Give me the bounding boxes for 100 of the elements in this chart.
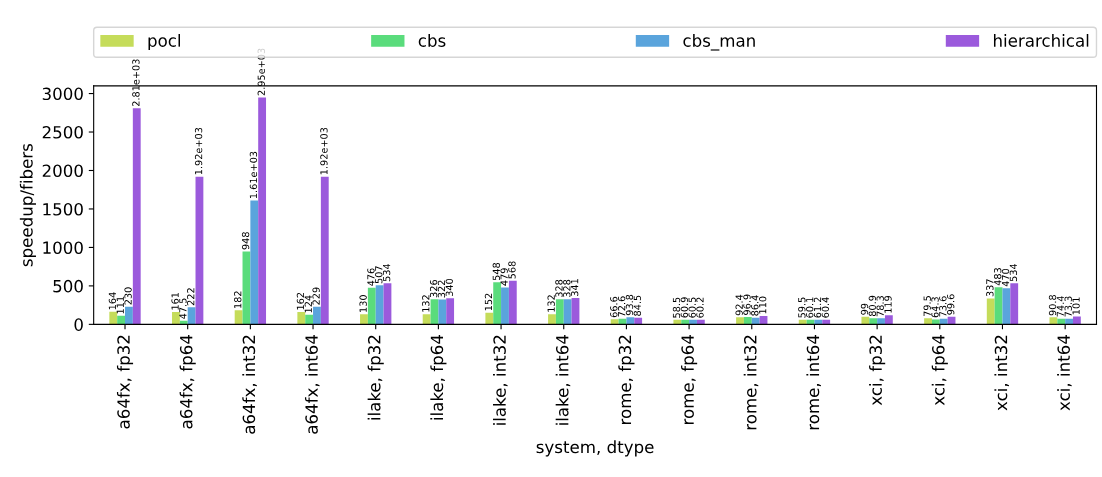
data-label: 61.2 bbox=[813, 297, 822, 318]
bar bbox=[931, 319, 940, 325]
data-label: 93.8 bbox=[625, 294, 634, 316]
bar bbox=[360, 314, 368, 325]
data-label: 326 bbox=[429, 279, 438, 298]
bar bbox=[297, 311, 306, 325]
x-tick-label: a64fx, fp64 bbox=[179, 335, 196, 429]
y-tick-label: 1500 bbox=[43, 202, 83, 216]
data-label: 548 bbox=[492, 262, 500, 281]
data-label: 90.8 bbox=[1048, 295, 1057, 316]
bar bbox=[313, 306, 321, 325]
x-tick-label: ilake, fp64 bbox=[430, 335, 447, 420]
bar bbox=[555, 299, 564, 325]
bar bbox=[563, 299, 572, 325]
data-label: 229 bbox=[312, 287, 320, 305]
data-label: 58.5 bbox=[672, 297, 681, 318]
data-label: 78.3 bbox=[876, 296, 884, 317]
legend-label: pocl bbox=[148, 33, 181, 51]
data-label: 152 bbox=[484, 293, 493, 311]
x-tick-label: ilake, int64 bbox=[555, 335, 571, 425]
data-label: 470 bbox=[1001, 268, 1010, 287]
data-label: 84.5 bbox=[633, 295, 641, 316]
data-label: 534 bbox=[1009, 263, 1018, 282]
bar bbox=[1065, 318, 1073, 325]
bar bbox=[305, 314, 314, 325]
bar bbox=[422, 314, 431, 325]
y-tick-label: 1000 bbox=[43, 241, 83, 254]
bar bbox=[501, 287, 509, 325]
data-label: 74.4 bbox=[1056, 296, 1064, 317]
x-tick-label: xci, fp32 bbox=[869, 335, 886, 406]
data-label: 534 bbox=[382, 263, 391, 282]
data-label: 60.2 bbox=[696, 297, 704, 318]
bar bbox=[1072, 316, 1081, 325]
bar bbox=[884, 315, 893, 325]
x-tick-label: ilake, fp32 bbox=[367, 335, 384, 420]
x-tick-label: xci, int64 bbox=[1057, 335, 1072, 411]
bar bbox=[493, 282, 502, 325]
bar bbox=[320, 176, 329, 325]
data-label: 568 bbox=[508, 261, 516, 279]
data-label: 99.6 bbox=[947, 294, 955, 315]
data-label: 60.9 bbox=[680, 297, 688, 318]
data-label: 130 bbox=[359, 295, 367, 312]
bar bbox=[375, 285, 384, 325]
x-tick-label: rome, int64 bbox=[806, 335, 821, 430]
bar bbox=[234, 310, 243, 325]
data-label: 73.3 bbox=[1064, 296, 1072, 317]
data-label: 59.5 bbox=[798, 297, 806, 318]
data-label: 96.9 bbox=[743, 294, 751, 315]
data-label: 341 bbox=[570, 279, 579, 296]
bar bbox=[751, 317, 760, 325]
data-label: 1.92e+03 bbox=[194, 127, 203, 175]
data-label: 60.4 bbox=[821, 297, 830, 318]
y-axis-title: speedup/fibers bbox=[19, 143, 36, 267]
bar bbox=[610, 319, 619, 325]
data-label: 507 bbox=[375, 266, 383, 284]
x-tick-label: a64fx, int64 bbox=[304, 335, 320, 434]
bar bbox=[1010, 283, 1019, 325]
data-label: 60.1 bbox=[806, 297, 814, 318]
y-tick-label: 0 bbox=[74, 318, 83, 331]
x-axis-title: system, dtype bbox=[536, 440, 654, 457]
data-label: 340 bbox=[445, 278, 453, 297]
bar bbox=[626, 317, 635, 325]
data-label: 99 bbox=[860, 303, 869, 315]
data-label: 64.3 bbox=[931, 297, 939, 318]
bar bbox=[869, 318, 878, 325]
data-label: 86.4 bbox=[751, 295, 759, 316]
x-tick-label: ilake, int32 bbox=[493, 335, 508, 425]
bar bbox=[736, 317, 744, 325]
data-label: 80.9 bbox=[868, 295, 877, 317]
data-label: 79.5 bbox=[923, 296, 931, 317]
bar bbox=[986, 298, 995, 325]
y-tick-label: 500 bbox=[53, 279, 83, 293]
data-label: 73.6 bbox=[939, 296, 947, 317]
data-label: 2.81e+03 bbox=[132, 59, 140, 107]
bar bbox=[861, 316, 870, 325]
data-label: 72.6 bbox=[617, 296, 626, 317]
bar bbox=[172, 311, 180, 325]
data-label: 119 bbox=[884, 295, 892, 313]
data-label: 132 bbox=[547, 295, 555, 312]
data-label: 322 bbox=[437, 280, 446, 298]
bar bbox=[634, 317, 643, 325]
data-label: 162 bbox=[296, 292, 305, 310]
bar bbox=[548, 314, 556, 325]
data-label: 948 bbox=[241, 232, 250, 250]
bar bbox=[743, 316, 752, 325]
data-label: 222 bbox=[187, 288, 195, 306]
data-label: 101 bbox=[1072, 297, 1080, 315]
data-label: 483 bbox=[994, 268, 1002, 286]
y-tick-label: 2500 bbox=[42, 125, 83, 139]
data-label: 1.61e+03 bbox=[249, 151, 258, 199]
bar bbox=[438, 299, 447, 325]
bar bbox=[117, 315, 126, 325]
data-label: 1.92e+03 bbox=[320, 127, 328, 175]
data-label: 132 bbox=[422, 295, 430, 312]
bar bbox=[1002, 288, 1011, 325]
data-label: 124 bbox=[304, 295, 312, 313]
bar bbox=[508, 280, 517, 325]
data-label: 182 bbox=[234, 291, 242, 308]
x-tick-label: rome, fp32 bbox=[618, 335, 635, 424]
data-label: 92.4 bbox=[735, 294, 743, 316]
